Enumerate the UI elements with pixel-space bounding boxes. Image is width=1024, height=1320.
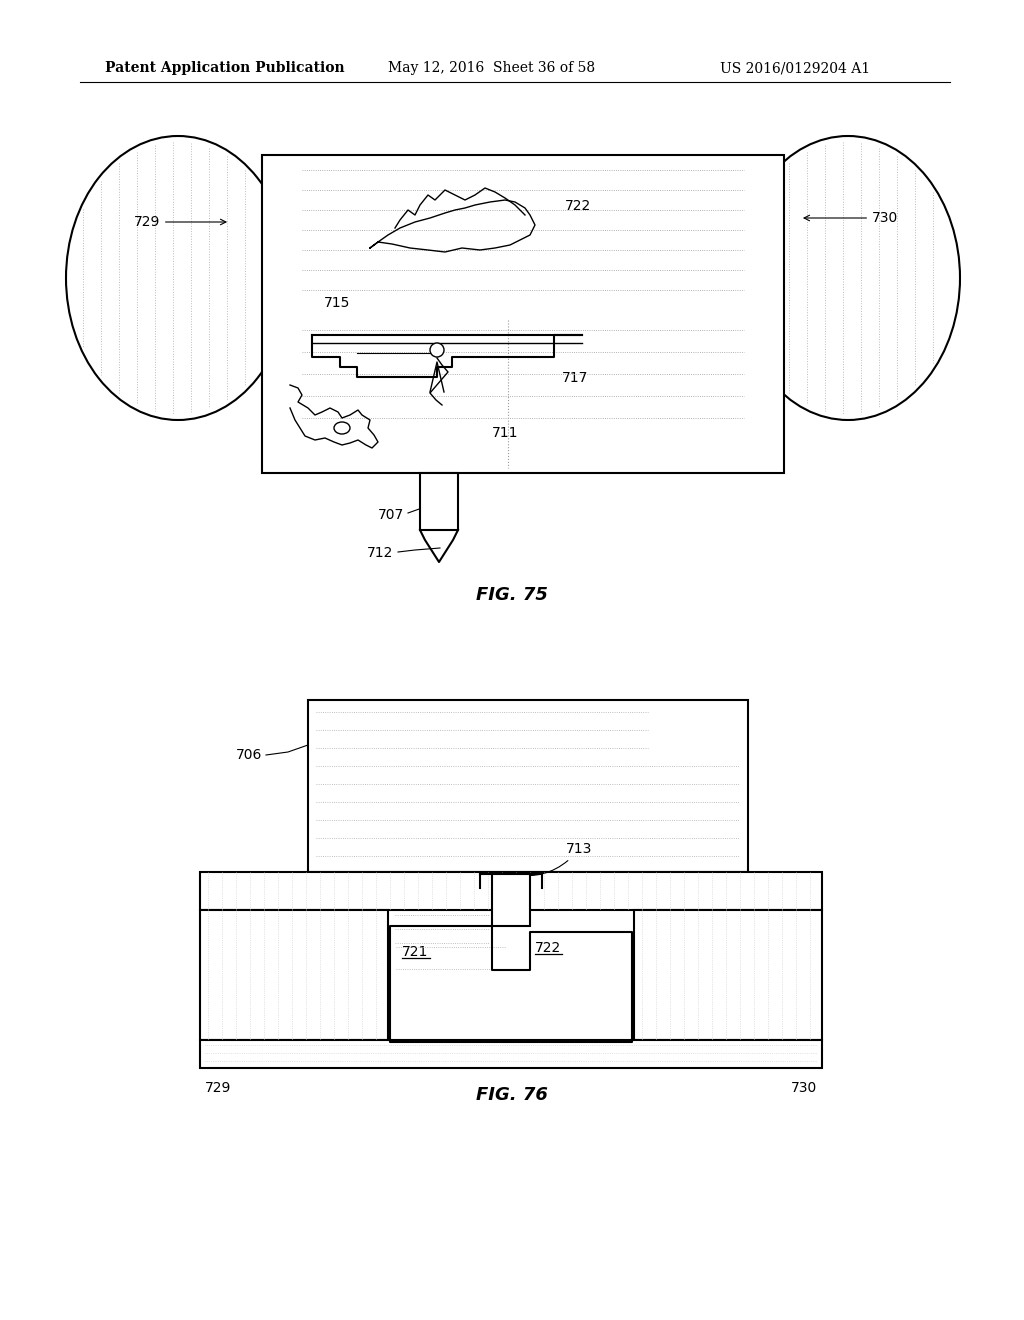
Bar [634, 909, 822, 1040]
Text: 712: 712 [367, 546, 393, 560]
Bar [308, 700, 748, 873]
Text: 721: 721 [402, 945, 428, 960]
Bar [200, 909, 388, 1040]
Ellipse shape [66, 136, 290, 420]
Text: 730: 730 [804, 211, 898, 224]
Ellipse shape [736, 136, 961, 420]
Text: 707: 707 [378, 508, 404, 521]
Bar [492, 874, 530, 927]
Text: 717: 717 [562, 371, 589, 385]
Bar [420, 473, 458, 531]
Text: Patent Application Publication: Patent Application Publication [105, 61, 345, 75]
Text: 713: 713 [515, 842, 592, 878]
Ellipse shape [334, 422, 350, 434]
Text: FIG. 75: FIG. 75 [476, 586, 548, 605]
Text: 711: 711 [492, 426, 518, 440]
Text: 729: 729 [205, 1081, 231, 1096]
Text: US 2016/0129204 A1: US 2016/0129204 A1 [720, 61, 870, 75]
Text: 722: 722 [565, 199, 591, 213]
Bar [262, 154, 784, 473]
Text: May 12, 2016  Sheet 36 of 58: May 12, 2016 Sheet 36 of 58 [388, 61, 596, 75]
Text: 730: 730 [791, 1081, 817, 1096]
Text: 706: 706 [236, 748, 262, 762]
Text: 715: 715 [324, 296, 350, 310]
Bar [200, 1040, 822, 1068]
Bar [200, 873, 822, 909]
Text: 722: 722 [535, 941, 561, 954]
Text: 729: 729 [133, 215, 226, 228]
Circle shape [430, 343, 444, 356]
Text: FIG. 76: FIG. 76 [476, 1086, 548, 1104]
